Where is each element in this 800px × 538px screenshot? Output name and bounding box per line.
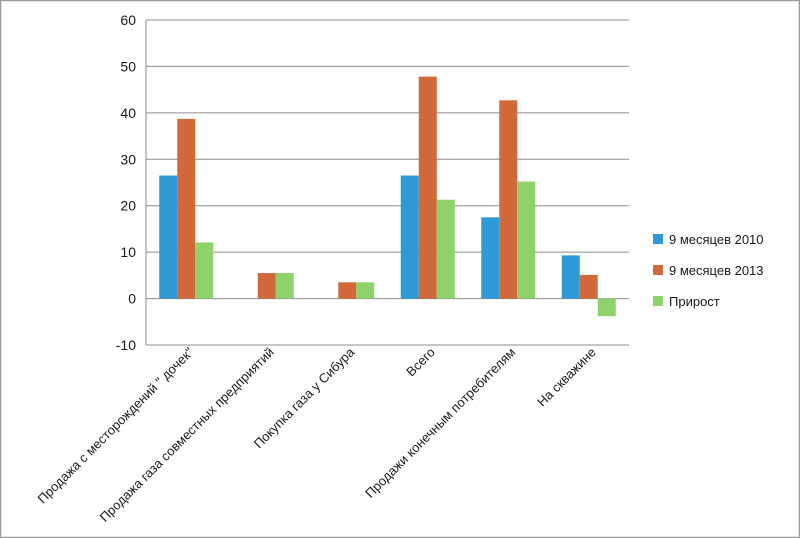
bar [257,273,276,299]
y-tick-label: 0 [128,291,136,307]
bar [481,217,500,299]
bar [177,118,196,299]
bar [579,274,598,299]
y-tick-label: 50 [120,58,136,74]
x-category-label: Всего [403,345,438,380]
x-category-label: Продажа газа совместных предприятий [97,345,277,525]
bar [338,282,357,299]
bar [195,242,214,299]
bar [436,199,455,299]
gridlines [146,19,629,346]
bar [561,255,580,299]
bar [418,76,437,299]
legend-swatch [653,234,663,244]
bar [517,181,536,299]
bar [400,175,419,299]
legend-label: 9 месяцев 2013 [669,263,764,278]
x-category-label: На скважине [534,345,599,410]
bars [159,76,616,317]
x-axis-labels: Продажа с месторождений " дочек"Продажа … [35,344,599,525]
legend: 9 месяцев 2010 9 месяцев 2013 Прирост [653,232,764,309]
bar [159,175,178,299]
x-category-label: Продажи конечным потребителям [362,344,518,500]
legend-swatch [653,296,663,306]
legend-label: Прирост [669,294,720,309]
y-tick-label: 20 [120,198,136,214]
y-tick-label: 10 [120,244,136,260]
y-tick-label: 30 [120,151,136,167]
x-category-label: Продажа с месторождений " дочек" [35,344,197,506]
y-tick-label: 60 [120,12,136,28]
y-axis-ticks: -10 0 10 20 30 40 50 60 [116,12,136,353]
bar [499,100,518,299]
legend-label: 9 месяцев 2010 [669,232,764,247]
y-tick-label: -10 [116,337,136,353]
bar [275,273,294,299]
bar [356,282,375,299]
y-tick-label: 40 [120,105,136,121]
bar [597,298,616,317]
legend-swatch [653,265,663,275]
